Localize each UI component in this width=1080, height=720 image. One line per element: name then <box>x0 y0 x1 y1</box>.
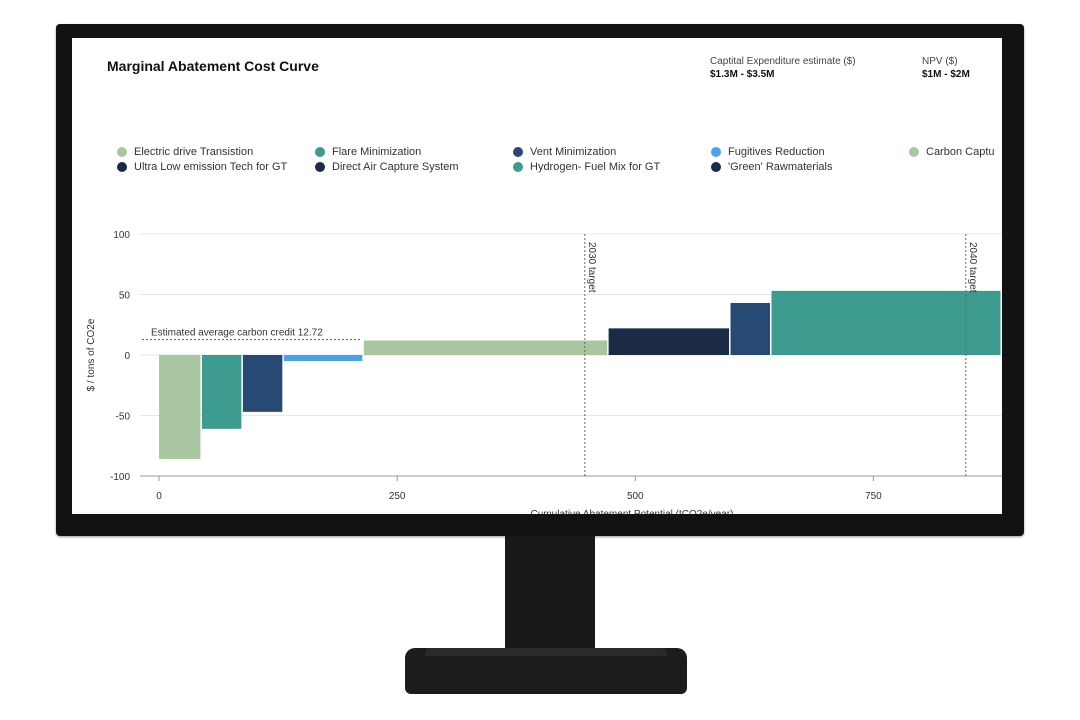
legend-label: Hydrogen- Fuel Mix for GT <box>530 161 661 173</box>
bar <box>771 290 1001 355</box>
monitor-stand-base-top <box>425 648 667 656</box>
legend-label: Electric drive Transistion <box>134 146 254 158</box>
legend-label: Direct Air Capture System <box>332 161 459 173</box>
y-tick-label: -100 <box>110 472 130 483</box>
bar <box>730 302 770 355</box>
npv-label: NPV ($) <box>922 56 958 67</box>
legend-item[interactable]: Fugitives Reduction <box>711 146 909 158</box>
legend-swatch-icon <box>711 162 721 172</box>
legend-label: Flare Minimization <box>332 146 422 158</box>
bar <box>283 355 363 362</box>
npv-value: $1M - $2M <box>922 69 970 80</box>
legend-swatch-icon <box>513 147 523 157</box>
bar <box>608 328 730 355</box>
bar <box>159 355 201 460</box>
y-tick-label: 0 <box>124 351 130 362</box>
y-axis-title: $ / tons of CO2e <box>86 318 97 391</box>
target-label: 2040 target <box>967 242 978 293</box>
legend-item[interactable]: Vent Minimization <box>513 146 711 158</box>
legend-swatch-icon <box>315 162 325 172</box>
capex-kpi: Captital Expenditure estimate ($) $1.3M … <box>710 56 856 80</box>
y-tick-label: 100 <box>113 230 130 241</box>
x-tick-label: 250 <box>389 491 406 502</box>
legend-item[interactable]: Electric drive Transistion <box>117 146 315 158</box>
legend-label: Carbon Captu <box>926 146 995 158</box>
bar <box>201 355 242 429</box>
legend-label: Ultra Low emission Tech for GT <box>134 161 288 173</box>
monitor-screen: Marginal Abatement Cost Curve Captital E… <box>72 38 1002 514</box>
chart-title: Marginal Abatement Cost Curve <box>107 58 319 74</box>
x-tick-label: 500 <box>627 491 644 502</box>
legend-label: Vent Minimization <box>530 146 617 158</box>
x-tick-label: 750 <box>865 491 882 502</box>
x-axis-title: Cumulative Abatement Potential (tCO2e/ye… <box>531 509 734 514</box>
legend-swatch-icon <box>315 147 325 157</box>
legend-swatch-icon <box>513 162 523 172</box>
capex-label: Captital Expenditure estimate ($) <box>710 56 856 67</box>
bar <box>363 340 608 355</box>
legend-swatch-icon <box>711 147 721 157</box>
legend-item[interactable]: Direct Air Capture System <box>315 161 513 173</box>
legend-label: Fugitives Reduction <box>728 146 825 158</box>
y-tick-label: 50 <box>119 291 131 302</box>
chart-legend: Electric drive Transistion Flare Minimiza… <box>117 146 1002 173</box>
x-tick-label: 0 <box>156 491 162 502</box>
bar <box>242 355 283 412</box>
carbon-credit-label: Estimated average carbon credit 12.72 <box>151 328 323 339</box>
legend-swatch-icon <box>117 147 127 157</box>
legend-item[interactable]: Ultra Low emission Tech for GT <box>117 161 315 173</box>
target-label: 2030 target <box>586 242 597 293</box>
legend-swatch-icon <box>117 162 127 172</box>
legend-item[interactable]: Flare Minimization <box>315 146 513 158</box>
legend-swatch-icon <box>909 147 919 157</box>
capex-value: $1.3M - $3.5M <box>710 69 775 80</box>
legend-label: 'Green' Rawmaterials <box>728 161 833 173</box>
monitor-stand-neck <box>505 536 595 656</box>
legend-item[interactable]: Hydrogen- Fuel Mix for GT <box>513 161 711 173</box>
legend-item[interactable]: 'Green' Rawmaterials <box>711 161 909 173</box>
legend-item[interactable]: Carbon Captu <box>909 146 1002 158</box>
npv-kpi: NPV ($) $1M - $2M <box>922 56 970 80</box>
y-tick-label: -50 <box>116 412 131 423</box>
